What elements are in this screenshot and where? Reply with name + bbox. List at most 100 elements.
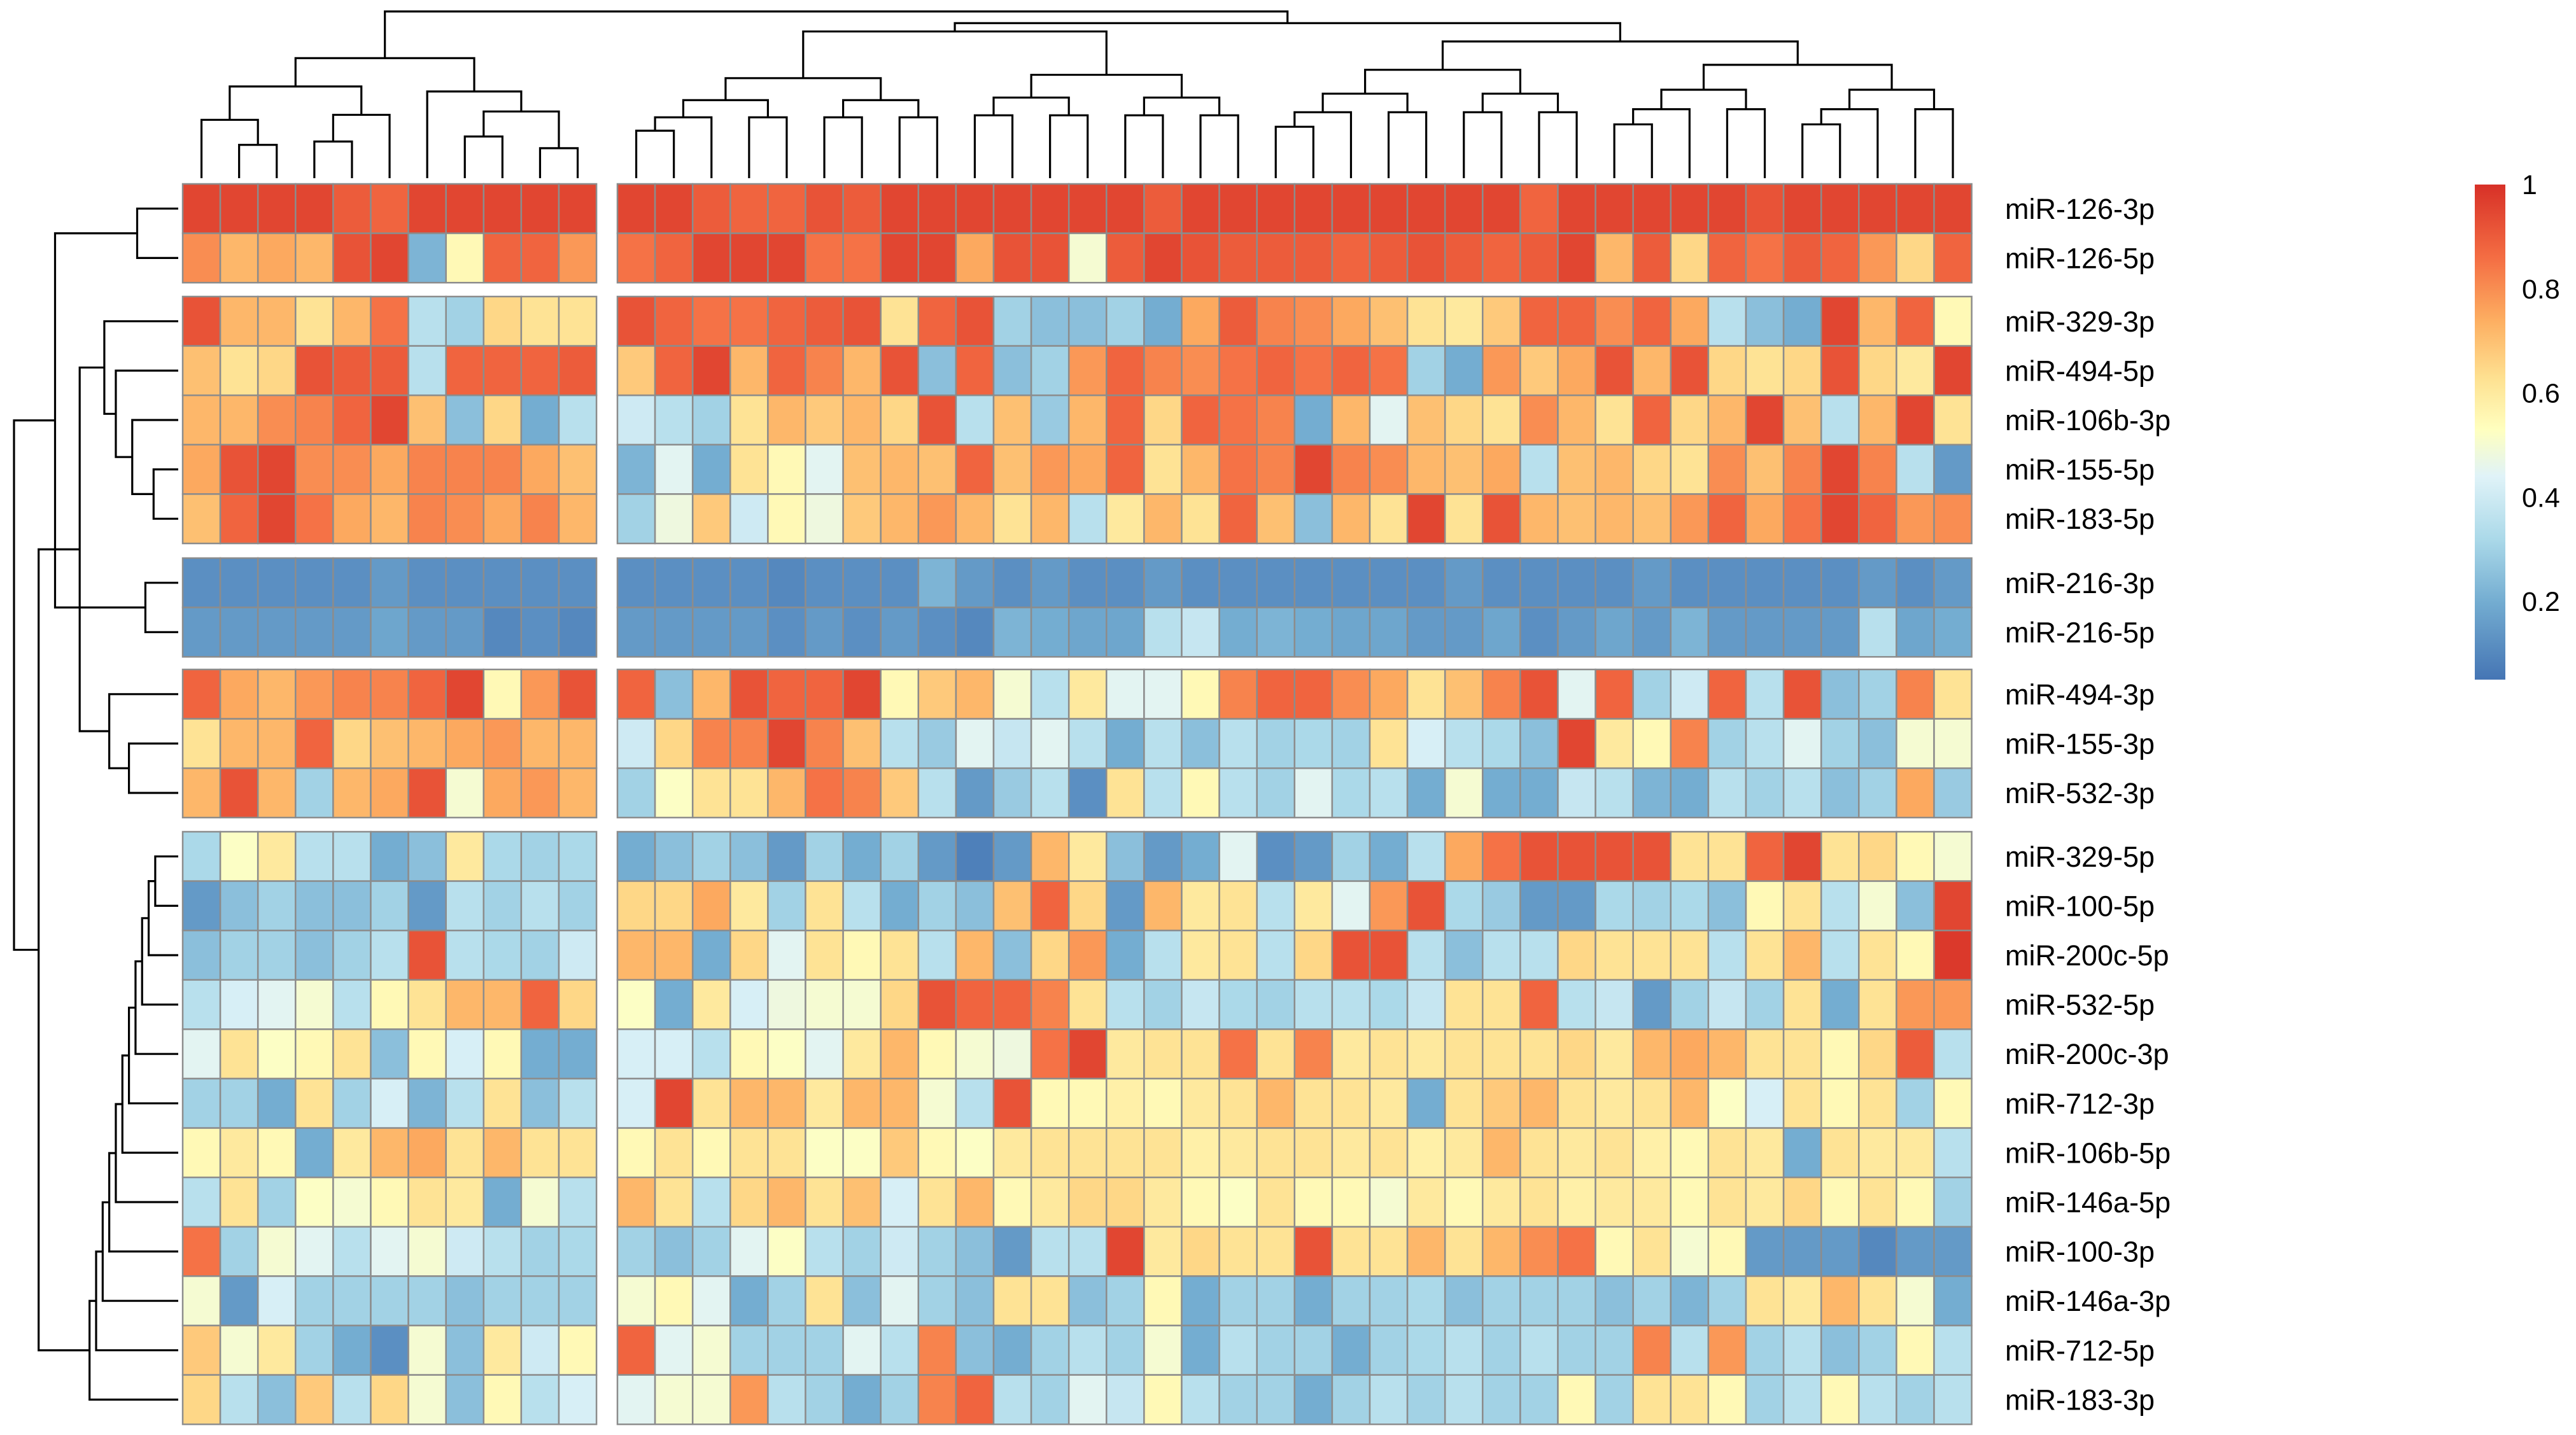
heatmap-cell — [1632, 295, 1672, 347]
heatmap-cell — [445, 493, 485, 545]
row-dendrogram-branch — [136, 207, 178, 259]
heatmap-cell — [181, 232, 222, 284]
heatmap-cell — [1256, 183, 1296, 234]
heatmap-cell — [842, 557, 882, 608]
heatmap-cell — [1707, 345, 1747, 396]
heatmap-cell — [407, 183, 447, 234]
row-label: miR-126-3p — [2005, 193, 2155, 225]
heatmap-cell — [1143, 394, 1183, 446]
heatmap-cell — [407, 606, 447, 658]
column-dendrogram-branch — [482, 110, 560, 148]
column-dendrogram-branch — [1321, 92, 1409, 113]
heatmap-cell — [257, 1226, 297, 1277]
heatmap-cell — [370, 1374, 409, 1425]
heatmap-cell — [1519, 1028, 1559, 1080]
heatmap-cell — [1106, 557, 1145, 608]
column-dendrogram-branch — [973, 114, 1014, 178]
heatmap-cell — [445, 718, 485, 769]
heatmap-cell — [805, 1127, 844, 1179]
heatmap-cell — [1858, 1127, 1897, 1179]
heatmap-cell — [955, 979, 995, 1030]
heatmap-cell — [1482, 979, 1521, 1030]
heatmap-cell — [917, 1324, 957, 1376]
row-dendrogram-branch — [147, 880, 178, 956]
heatmap-cell — [520, 183, 560, 234]
heatmap-cell — [1820, 979, 1860, 1030]
heatmap-cell — [1820, 1226, 1860, 1277]
heatmap-cell — [1745, 1077, 1785, 1129]
heatmap-cell — [1858, 345, 1897, 396]
heatmap-cell — [1143, 718, 1183, 769]
heatmap-cell — [842, 1077, 882, 1129]
heatmap-cell — [1745, 880, 1785, 932]
heatmap-cell — [520, 668, 560, 720]
heatmap-cell — [1745, 345, 1785, 396]
heatmap-cell — [1331, 929, 1371, 981]
heatmap-cell — [1858, 1077, 1897, 1129]
heatmap-cell — [1406, 1226, 1446, 1277]
heatmap-cell — [445, 767, 485, 819]
heatmap-cell — [955, 1028, 995, 1080]
heatmap-cell — [1594, 444, 1634, 495]
heatmap-cell — [1632, 1275, 1672, 1327]
heatmap-cell — [1707, 444, 1747, 495]
heatmap-cell — [1143, 767, 1183, 819]
heatmap-cell — [1557, 1275, 1596, 1327]
heatmap-cell — [1632, 718, 1672, 769]
heatmap-cell — [558, 394, 598, 446]
heatmap-cell — [1782, 1176, 1822, 1228]
heatmap-cell — [1143, 232, 1183, 284]
heatmap-cell — [616, 557, 656, 608]
heatmap-cell — [1218, 557, 1258, 608]
column-dendrogram-branch — [1702, 64, 1893, 90]
heatmap-cell — [729, 929, 769, 981]
heatmap-cell — [558, 232, 598, 284]
heatmap-cell — [616, 232, 656, 284]
heatmap-cell — [1406, 493, 1446, 545]
heatmap-cell — [1820, 444, 1860, 495]
heatmap-cell — [407, 1275, 447, 1327]
heatmap-cell — [445, 606, 485, 658]
heatmap-cell — [1143, 1374, 1183, 1425]
heatmap-cell — [1067, 394, 1108, 446]
heatmap-cell — [482, 929, 523, 981]
heatmap-cell — [1482, 1226, 1521, 1277]
heatmap-cell — [295, 444, 334, 495]
heatmap-cell — [1858, 557, 1897, 608]
row-label: miR-183-5p — [2005, 503, 2155, 535]
heatmap-cell — [370, 1226, 409, 1277]
heatmap-cell — [1482, 493, 1521, 545]
heatmap-cell — [1707, 830, 1747, 882]
heatmap-cell — [181, 1324, 222, 1376]
heatmap-cell — [558, 1077, 598, 1129]
heatmap-cell — [1444, 929, 1484, 981]
heatmap-cell — [1933, 1226, 1973, 1277]
heatmap-cell — [805, 830, 844, 882]
heatmap-cell — [1444, 606, 1484, 658]
heatmap-cell — [1369, 295, 1409, 347]
heatmap-cell — [1181, 1127, 1220, 1179]
heatmap-cell — [729, 493, 769, 545]
heatmap-cell — [842, 718, 882, 769]
heatmap-cell — [1030, 557, 1070, 608]
heatmap-cell — [1745, 606, 1785, 658]
heatmap-cell — [1444, 295, 1484, 347]
heatmap-cell — [1707, 1275, 1747, 1327]
heatmap-cell — [1519, 444, 1559, 495]
heatmap-cell — [1858, 767, 1897, 819]
heatmap-cell — [992, 1275, 1032, 1327]
heatmap-cell — [1067, 1374, 1108, 1425]
heatmap-cell — [370, 1028, 409, 1080]
heatmap-cell — [616, 394, 656, 446]
heatmap-cell — [1632, 345, 1672, 396]
heatmap-cell — [955, 668, 995, 720]
legend-tick-label: 0.6 — [2522, 379, 2560, 409]
heatmap-cell — [691, 232, 731, 284]
heatmap-cell — [1933, 394, 1973, 446]
heatmap-cell — [1933, 444, 1973, 495]
heatmap-cell — [1106, 830, 1145, 882]
heatmap-cell — [1067, 1127, 1108, 1179]
heatmap-cell — [1218, 1077, 1258, 1129]
heatmap-cell — [616, 1275, 656, 1327]
heatmap-cell — [1745, 444, 1785, 495]
